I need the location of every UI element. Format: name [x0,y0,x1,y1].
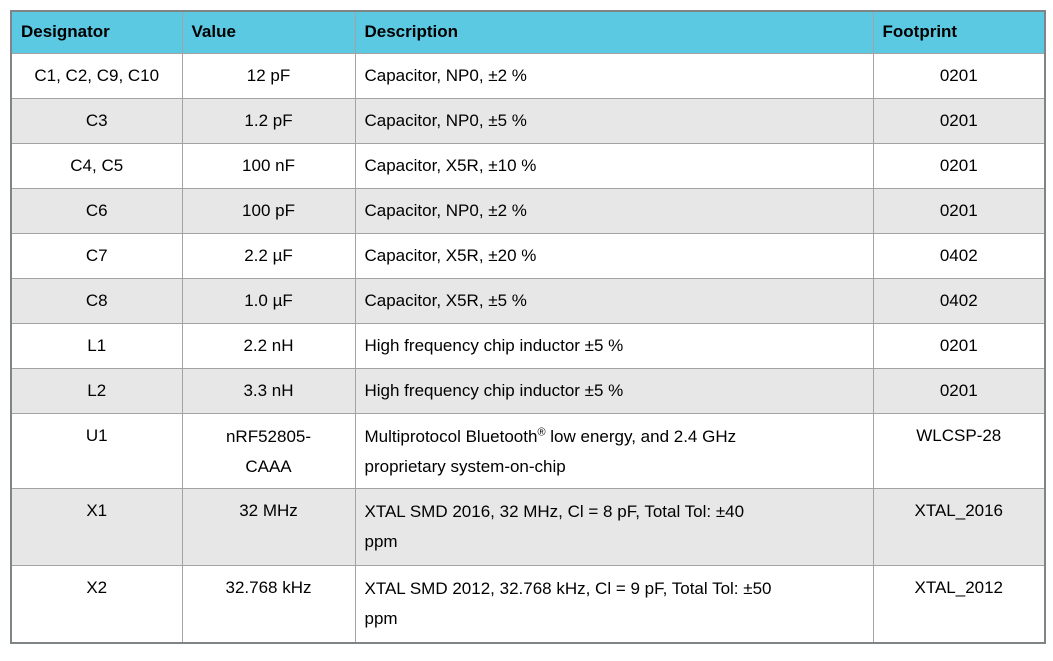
cell-designator: X2 [10,564,183,644]
description-line: Multiprotocol Bluetooth® low energy, and… [364,425,737,446]
cell-description: Capacitor, X5R, ±10 % [354,142,874,189]
cell-description: Capacitor, X5R, ±5 % [354,277,874,324]
header-row: Designator Value Description Footprint [10,10,1046,54]
cell-value: 12 pF [181,52,356,99]
cell-footprint: 0201 [872,187,1046,234]
cell-designator: C7 [10,232,183,279]
cell-footprint: 0201 [872,52,1046,99]
cell-value: nRF52805- CAAA [181,412,356,489]
cell-designator: L2 [10,367,183,414]
cell-footprint: WLCSP-28 [872,412,1046,489]
cell-value: 3.3 nH [181,367,356,414]
table-row-c3: C3 1.2 pF Capacitor, NP0, ±5 % 0201 [10,97,1046,144]
table-row-x2: X2 32.768 kHz XTAL SMD 2012, 32.768 kHz,… [10,564,1046,644]
cell-value: 32.768 kHz [181,564,356,644]
description-line: XTAL SMD 2016, 32 MHz, Cl = 8 pF, Total … [364,501,745,521]
column-header-value: Value [181,10,356,54]
cell-value: 100 nF [181,142,356,189]
cell-designator: C1, C2, C9, C10 [10,52,183,99]
cell-value: 1.0 µF [181,277,356,324]
cell-footprint: 0201 [872,367,1046,414]
cell-description: Capacitor, X5R, ±20 % [354,232,874,279]
cell-footprint: 0201 [872,322,1046,369]
cell-value: 2.2 µF [181,232,356,279]
cell-description: High frequency chip inductor ±5 % [354,322,874,369]
table-row-l2: L2 3.3 nH High frequency chip inductor ±… [10,367,1046,414]
column-header-designator: Designator [10,10,183,54]
table-row-c7: C7 2.2 µF Capacitor, X5R, ±20 % 0402 [10,232,1046,279]
bom-table: Designator Value Description Footprint C… [10,10,1046,644]
cell-value: 2.2 nH [181,322,356,369]
table-row-l1: L1 2.2 nH High frequency chip inductor ±… [10,322,1046,369]
cell-value: 100 pF [181,187,356,234]
cell-designator: C8 [10,277,183,324]
cell-value: 1.2 pF [181,97,356,144]
value-line: nRF52805- [225,426,312,446]
description-line: XTAL SMD 2012, 32.768 kHz, Cl = 9 pF, To… [364,578,772,598]
cell-designator: C6 [10,187,183,234]
cell-designator: C3 [10,97,183,144]
cell-footprint: 0402 [872,232,1046,279]
table-row-u1: U1 nRF52805- CAAA Multiprotocol Bluetoot… [10,412,1046,489]
cell-designator: X1 [10,487,183,566]
cell-footprint: 0201 [872,142,1046,189]
cell-description: Capacitor, NP0, ±2 % [354,187,874,234]
column-header-footprint: Footprint [872,10,1046,54]
cell-footprint: XTAL_2012 [872,564,1046,644]
cell-description: Multiprotocol Bluetooth® low energy, and… [354,412,874,489]
cell-footprint: 0201 [872,97,1046,144]
table-row-c6: C6 100 pF Capacitor, NP0, ±2 % 0201 [10,187,1046,234]
table-row-c1-c2-c9-c10: C1, C2, C9, C10 12 pF Capacitor, NP0, ±2… [10,52,1046,99]
cell-designator: U1 [10,412,183,489]
cell-description: XTAL SMD 2012, 32.768 kHz, Cl = 9 pF, To… [354,564,874,644]
value-line: CAAA [245,456,292,476]
cell-description: High frequency chip inductor ±5 % [354,367,874,414]
table-row-x1: X1 32 MHz XTAL SMD 2016, 32 MHz, Cl = 8 … [10,487,1046,566]
cell-designator: C4, C5 [10,142,183,189]
table-row-c4-c5: C4, C5 100 nF Capacitor, X5R, ±10 % 0201 [10,142,1046,189]
column-header-description: Description [354,10,874,54]
registered-trademark-symbol: ® [537,425,546,438]
description-line: ppm [364,608,398,628]
description-line: proprietary system-on-chip [364,456,566,476]
description-line: ppm [364,531,398,551]
table-row-c8: C8 1.0 µF Capacitor, X5R, ±5 % 0402 [10,277,1046,324]
cell-description: Capacitor, NP0, ±2 % [354,52,874,99]
cell-description: Capacitor, NP0, ±5 % [354,97,874,144]
cell-footprint: 0402 [872,277,1046,324]
cell-value: 32 MHz [181,487,356,566]
cell-footprint: XTAL_2016 [872,487,1046,566]
cell-designator: L1 [10,322,183,369]
cell-description: XTAL SMD 2016, 32 MHz, Cl = 8 pF, Total … [354,487,874,566]
